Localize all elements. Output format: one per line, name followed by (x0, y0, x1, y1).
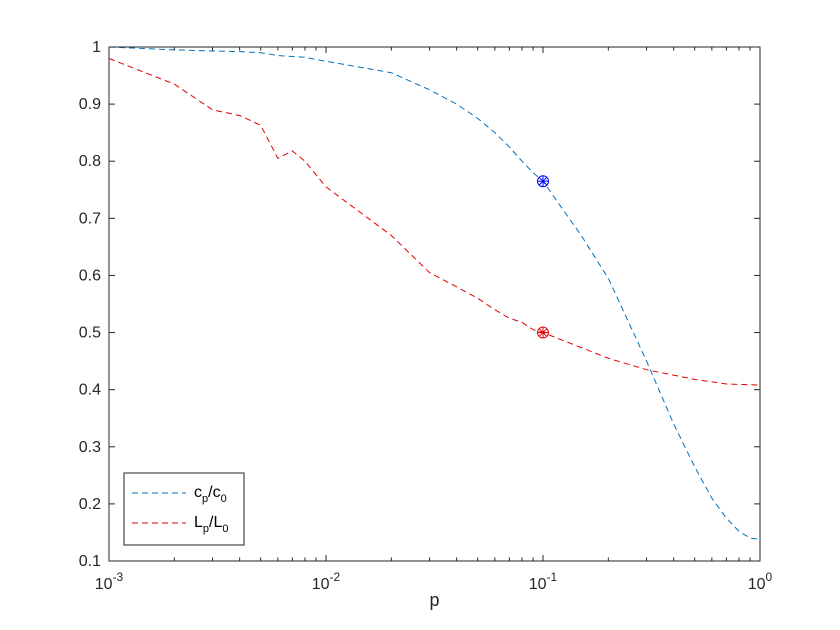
y-tick-label-0: 0.1 (79, 553, 101, 570)
x-tick-exponent: 0 (766, 570, 773, 584)
legend-sub2: 0 (222, 523, 228, 535)
series-marker-0 (537, 175, 549, 188)
series-line-0 (108, 46, 761, 540)
series-layer (108, 46, 761, 540)
y-tick-label-2: 0.3 (79, 439, 101, 456)
y-tick-label-9: 1 (92, 39, 101, 56)
legend-sub2: 0 (221, 493, 227, 505)
y-tick-label-1: 0.2 (79, 496, 101, 513)
legend-slash: /c (208, 484, 220, 501)
marker-layer (537, 175, 549, 339)
x-tick-labels: 10-3 10-2 10-1 100 (95, 570, 773, 593)
x-tick-label-0: 10-3 (95, 570, 124, 593)
series-marker-1 (537, 326, 549, 339)
x-tick-base: 10 (95, 576, 113, 593)
y-tick-label-4: 0.5 (79, 325, 101, 342)
y-tick-label-5: 0.6 (79, 267, 101, 284)
x-tick-label-1: 10-2 (312, 570, 341, 593)
y-tick-label-7: 0.8 (79, 153, 101, 170)
x-tick-label-2: 10-1 (529, 570, 558, 593)
legend-main: c (194, 484, 202, 501)
x-tick-base: 10 (529, 576, 547, 593)
y-tick-label-8: 0.9 (79, 96, 101, 113)
marker-diag2 (538, 328, 548, 337)
x-tick-base: 10 (312, 576, 330, 593)
x-tick-exponent: -3 (113, 570, 124, 584)
series-line-1 (108, 57, 761, 386)
x-tick-exponent: -2 (330, 570, 341, 584)
legend-label-1: Lp/L0 (194, 514, 229, 535)
y-tick-label-3: 0.4 (79, 382, 101, 399)
legend-sub: p (203, 523, 209, 535)
y-tick-label-6: 0.7 (79, 210, 101, 227)
legend-sub: p (202, 493, 208, 505)
x-tick-base: 10 (748, 576, 766, 593)
x-tick-exponent: -1 (547, 570, 558, 584)
y-tick-labels: 0.1 0.2 0.3 0.4 0.5 0.6 0.7 0.8 0.9 1 (79, 39, 101, 570)
legend-main: L (194, 514, 203, 531)
axes-box (108, 46, 761, 562)
legend-slash: /L (209, 514, 222, 531)
marker-diag2 (538, 176, 548, 186)
x-axis-label: p (429, 590, 439, 610)
ticks-layer (108, 46, 761, 562)
legend-label-0: cp/c0 (194, 484, 227, 505)
x-tick-label-3: 100 (748, 570, 773, 593)
legend-box (123, 472, 245, 546)
